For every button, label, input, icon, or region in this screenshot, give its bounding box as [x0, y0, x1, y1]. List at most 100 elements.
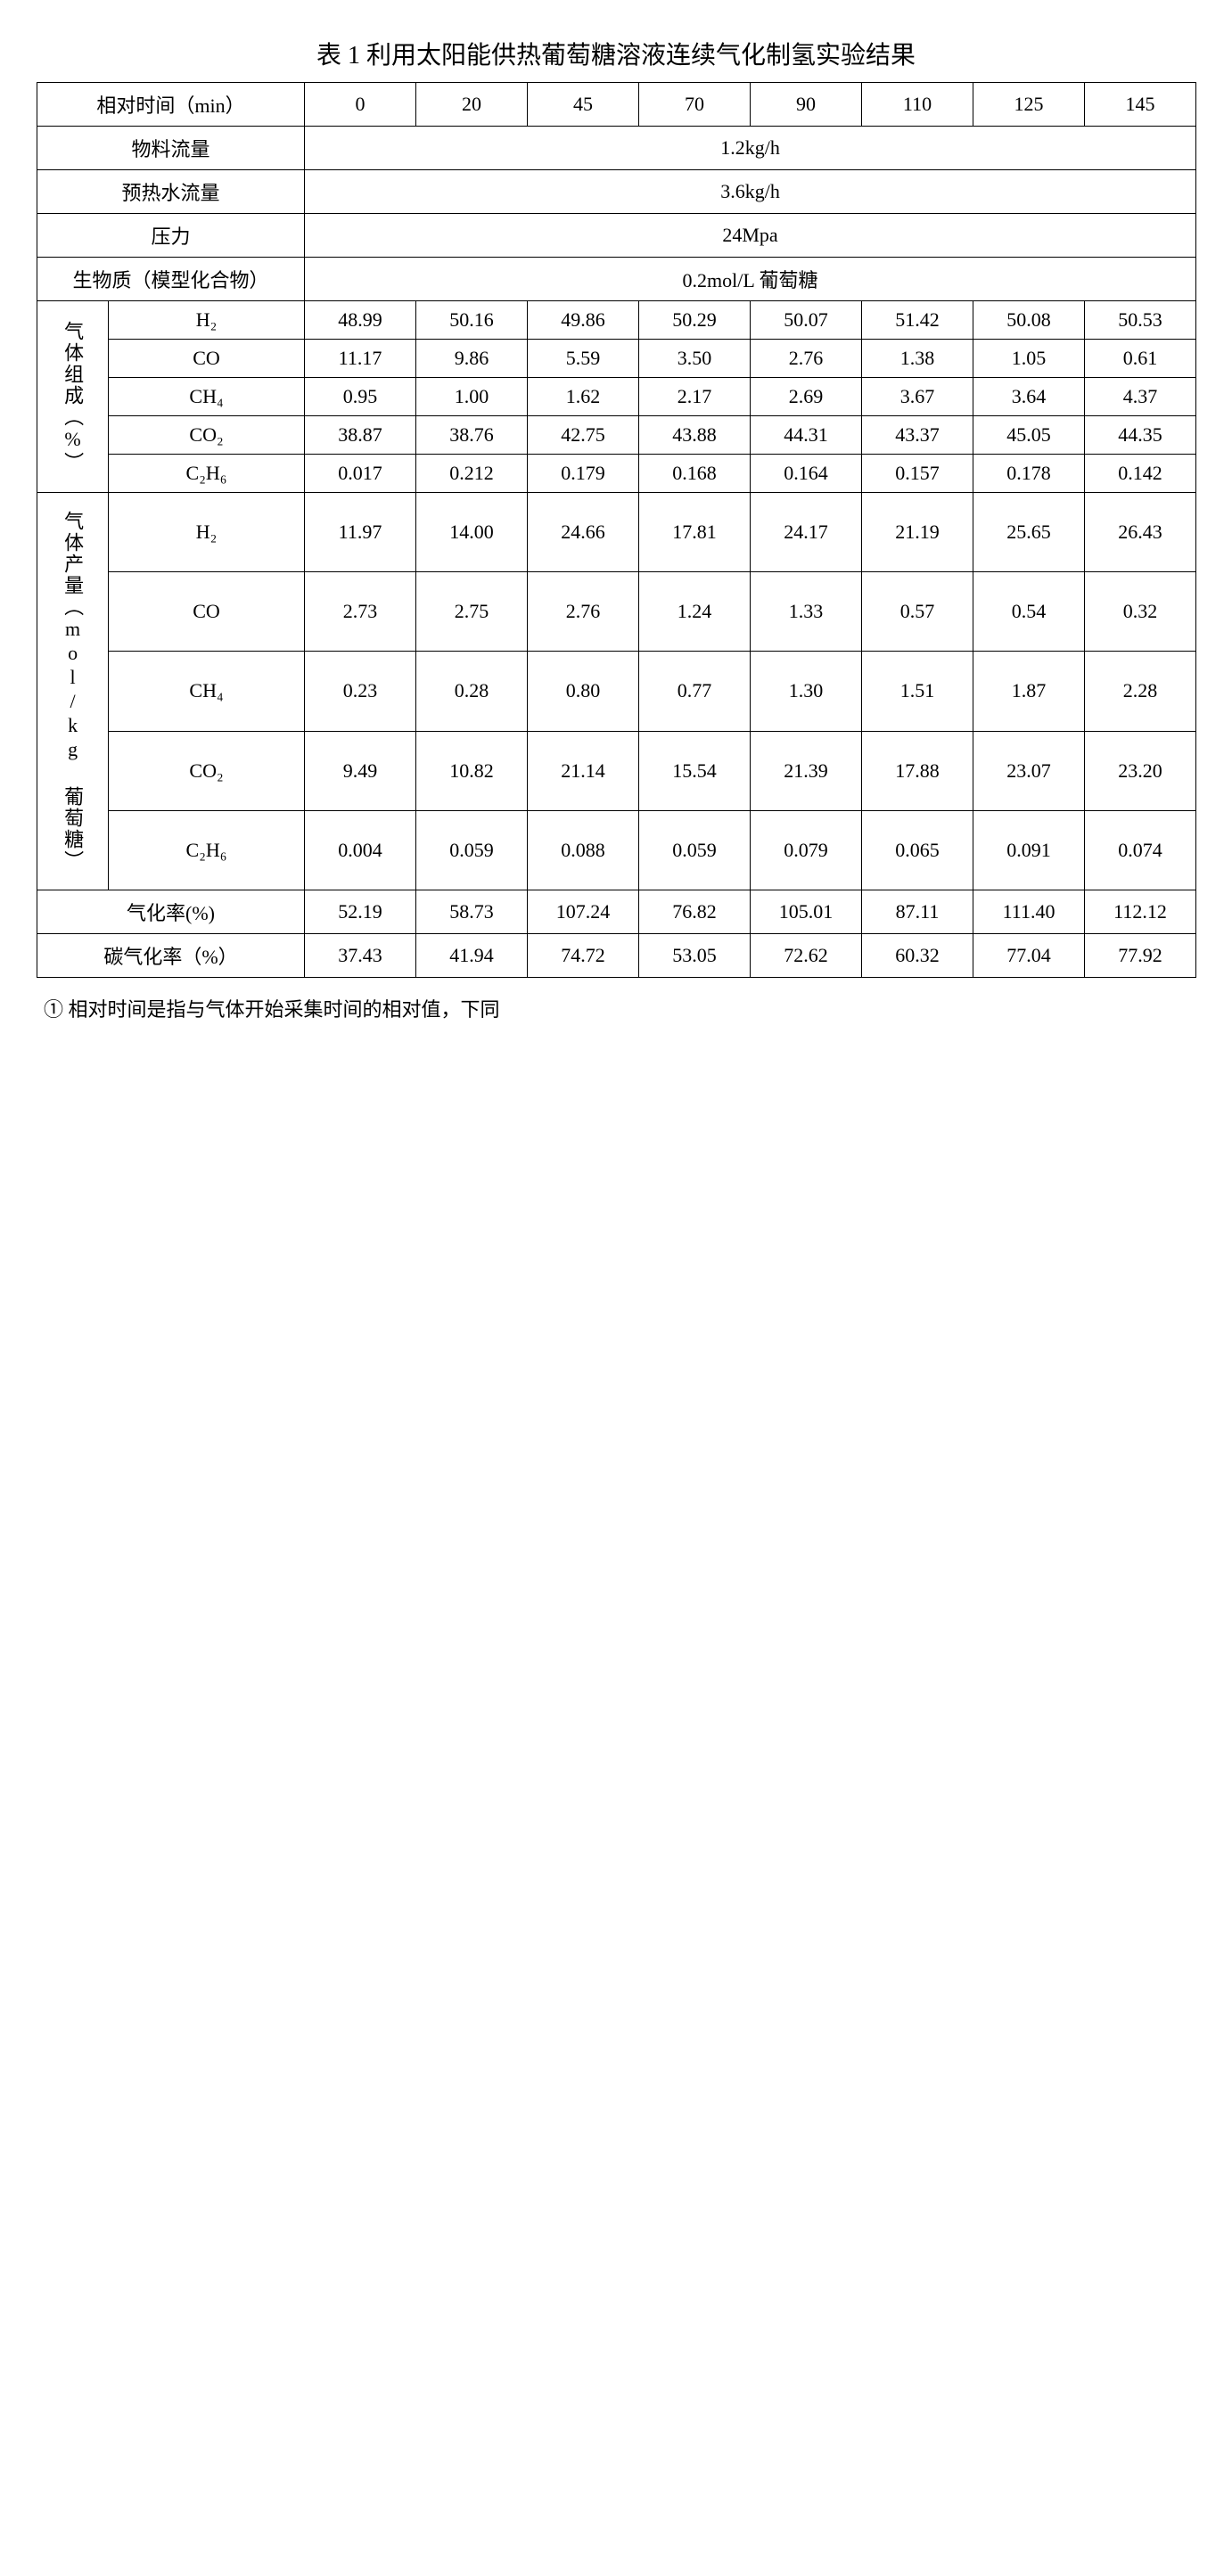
- data-cell: 17.81: [639, 493, 751, 572]
- data-cell: 0.088: [528, 810, 639, 890]
- data-cell: 2.76: [528, 572, 639, 652]
- data-cell: 50.08: [973, 301, 1085, 340]
- row-group-gas-yield: 气体产量（mol/kg 葡萄糖）: [37, 493, 109, 890]
- row-label-biomass: 生物质（模型化合物）: [37, 258, 305, 301]
- data-cell: 107.24: [528, 890, 639, 934]
- data-cell: 0.212: [416, 455, 528, 493]
- data-cell: 21.39: [751, 731, 862, 810]
- data-cell: 21.19: [862, 493, 973, 572]
- data-cell: 50.07: [751, 301, 862, 340]
- data-cell: 0.017: [305, 455, 416, 493]
- table-row: CH₄ 0.95 1.00 1.62 2.17 2.69 3.67 3.64 4…: [37, 378, 1196, 416]
- species-label: C₂H₆: [109, 810, 305, 890]
- data-cell: 105.01: [751, 890, 862, 934]
- data-cell: 0.61: [1085, 340, 1196, 378]
- data-cell: 37.43: [305, 934, 416, 978]
- data-cell: 24.66: [528, 493, 639, 572]
- row-label-carbonrate: 碳气化率（%）: [37, 934, 305, 978]
- data-cell: 53.05: [639, 934, 751, 978]
- row-label-preheat: 预热水流量: [37, 170, 305, 214]
- table-row: 碳气化率（%） 37.43 41.94 74.72 53.05 72.62 60…: [37, 934, 1196, 978]
- species-label: H₂: [109, 301, 305, 340]
- data-cell: 24.17: [751, 493, 862, 572]
- data-cell: 45.05: [973, 416, 1085, 455]
- data-cell: 11.17: [305, 340, 416, 378]
- species-label: C₂H₆: [109, 455, 305, 493]
- data-cell: 1.00: [416, 378, 528, 416]
- species-label: CO: [109, 340, 305, 378]
- data-cell: 49.86: [528, 301, 639, 340]
- data-cell: 2.76: [751, 340, 862, 378]
- data-cell: 0.54: [973, 572, 1085, 652]
- data-cell: 26.43: [1085, 493, 1196, 572]
- table-row: 预热水流量 3.6kg/h: [37, 170, 1196, 214]
- data-cell: 77.92: [1085, 934, 1196, 978]
- data-cell: 0.168: [639, 455, 751, 493]
- data-cell: 0.28: [416, 652, 528, 731]
- data-cell: 111.40: [973, 890, 1085, 934]
- data-cell: 0.059: [639, 810, 751, 890]
- data-cell: 1.51: [862, 652, 973, 731]
- data-cell: 3.67: [862, 378, 973, 416]
- data-cell: 3.50: [639, 340, 751, 378]
- data-cell: 60.32: [862, 934, 973, 978]
- row-group-gas-comp: 气体组成（%）: [37, 301, 109, 493]
- table-row: C₂H₆ 0.017 0.212 0.179 0.168 0.164 0.157…: [37, 455, 1196, 493]
- data-cell: 0.178: [973, 455, 1085, 493]
- data-cell: 11.97: [305, 493, 416, 572]
- species-label: CO₂: [109, 731, 305, 810]
- data-cell: 38.87: [305, 416, 416, 455]
- data-cell: 112.12: [1085, 890, 1196, 934]
- data-cell: 0.142: [1085, 455, 1196, 493]
- data-table: 相对时间（min） 0 20 45 70 90 110 125 145 物料流量…: [37, 82, 1196, 978]
- time-cell: 45: [528, 83, 639, 127]
- table-row: CO 11.17 9.86 5.59 3.50 2.76 1.38 1.05 0…: [37, 340, 1196, 378]
- table-row: 压力 24Mpa: [37, 214, 1196, 258]
- data-cell: 51.42: [862, 301, 973, 340]
- table-row: 气体组成（%） H₂ 48.99 50.16 49.86 50.29 50.07…: [37, 301, 1196, 340]
- data-cell: 1.62: [528, 378, 639, 416]
- data-cell: 72.62: [751, 934, 862, 978]
- species-label: H₂: [109, 493, 305, 572]
- table-row: 生物质（模型化合物） 0.2mol/L 葡萄糖: [37, 258, 1196, 301]
- data-cell: 41.94: [416, 934, 528, 978]
- data-cell: 15.54: [639, 731, 751, 810]
- data-cell: 2.28: [1085, 652, 1196, 731]
- data-cell: 44.35: [1085, 416, 1196, 455]
- data-cell: 0.23: [305, 652, 416, 731]
- meta-value: 0.2mol/L 葡萄糖: [305, 258, 1196, 301]
- data-cell: 5.59: [528, 340, 639, 378]
- data-cell: 21.14: [528, 731, 639, 810]
- data-cell: 1.05: [973, 340, 1085, 378]
- row-label-reltime: 相对时间（min）: [37, 83, 305, 127]
- data-cell: 87.11: [862, 890, 973, 934]
- data-cell: 2.69: [751, 378, 862, 416]
- row-label-material: 物料流量: [37, 127, 305, 170]
- data-cell: 1.33: [751, 572, 862, 652]
- table-row: 气化率(%) 52.19 58.73 107.24 76.82 105.01 8…: [37, 890, 1196, 934]
- data-cell: 50.16: [416, 301, 528, 340]
- time-cell: 20: [416, 83, 528, 127]
- data-cell: 0.065: [862, 810, 973, 890]
- data-cell: 2.17: [639, 378, 751, 416]
- data-cell: 23.07: [973, 731, 1085, 810]
- data-cell: 1.38: [862, 340, 973, 378]
- time-cell: 90: [751, 83, 862, 127]
- table-row: CO 2.73 2.75 2.76 1.24 1.33 0.57 0.54 0.…: [37, 572, 1196, 652]
- data-cell: 9.49: [305, 731, 416, 810]
- data-cell: 0.059: [416, 810, 528, 890]
- table-row: 物料流量 1.2kg/h: [37, 127, 1196, 170]
- time-cell: 125: [973, 83, 1085, 127]
- data-cell: 9.86: [416, 340, 528, 378]
- data-cell: 1.30: [751, 652, 862, 731]
- data-cell: 43.88: [639, 416, 751, 455]
- table-row: CO₂ 38.87 38.76 42.75 43.88 44.31 43.37 …: [37, 416, 1196, 455]
- data-cell: 0.079: [751, 810, 862, 890]
- data-cell: 0.004: [305, 810, 416, 890]
- table-row: CO₂ 9.49 10.82 21.14 15.54 21.39 17.88 2…: [37, 731, 1196, 810]
- species-label: CH₄: [109, 652, 305, 731]
- data-cell: 0.091: [973, 810, 1085, 890]
- data-cell: 58.73: [416, 890, 528, 934]
- data-cell: 76.82: [639, 890, 751, 934]
- data-cell: 50.29: [639, 301, 751, 340]
